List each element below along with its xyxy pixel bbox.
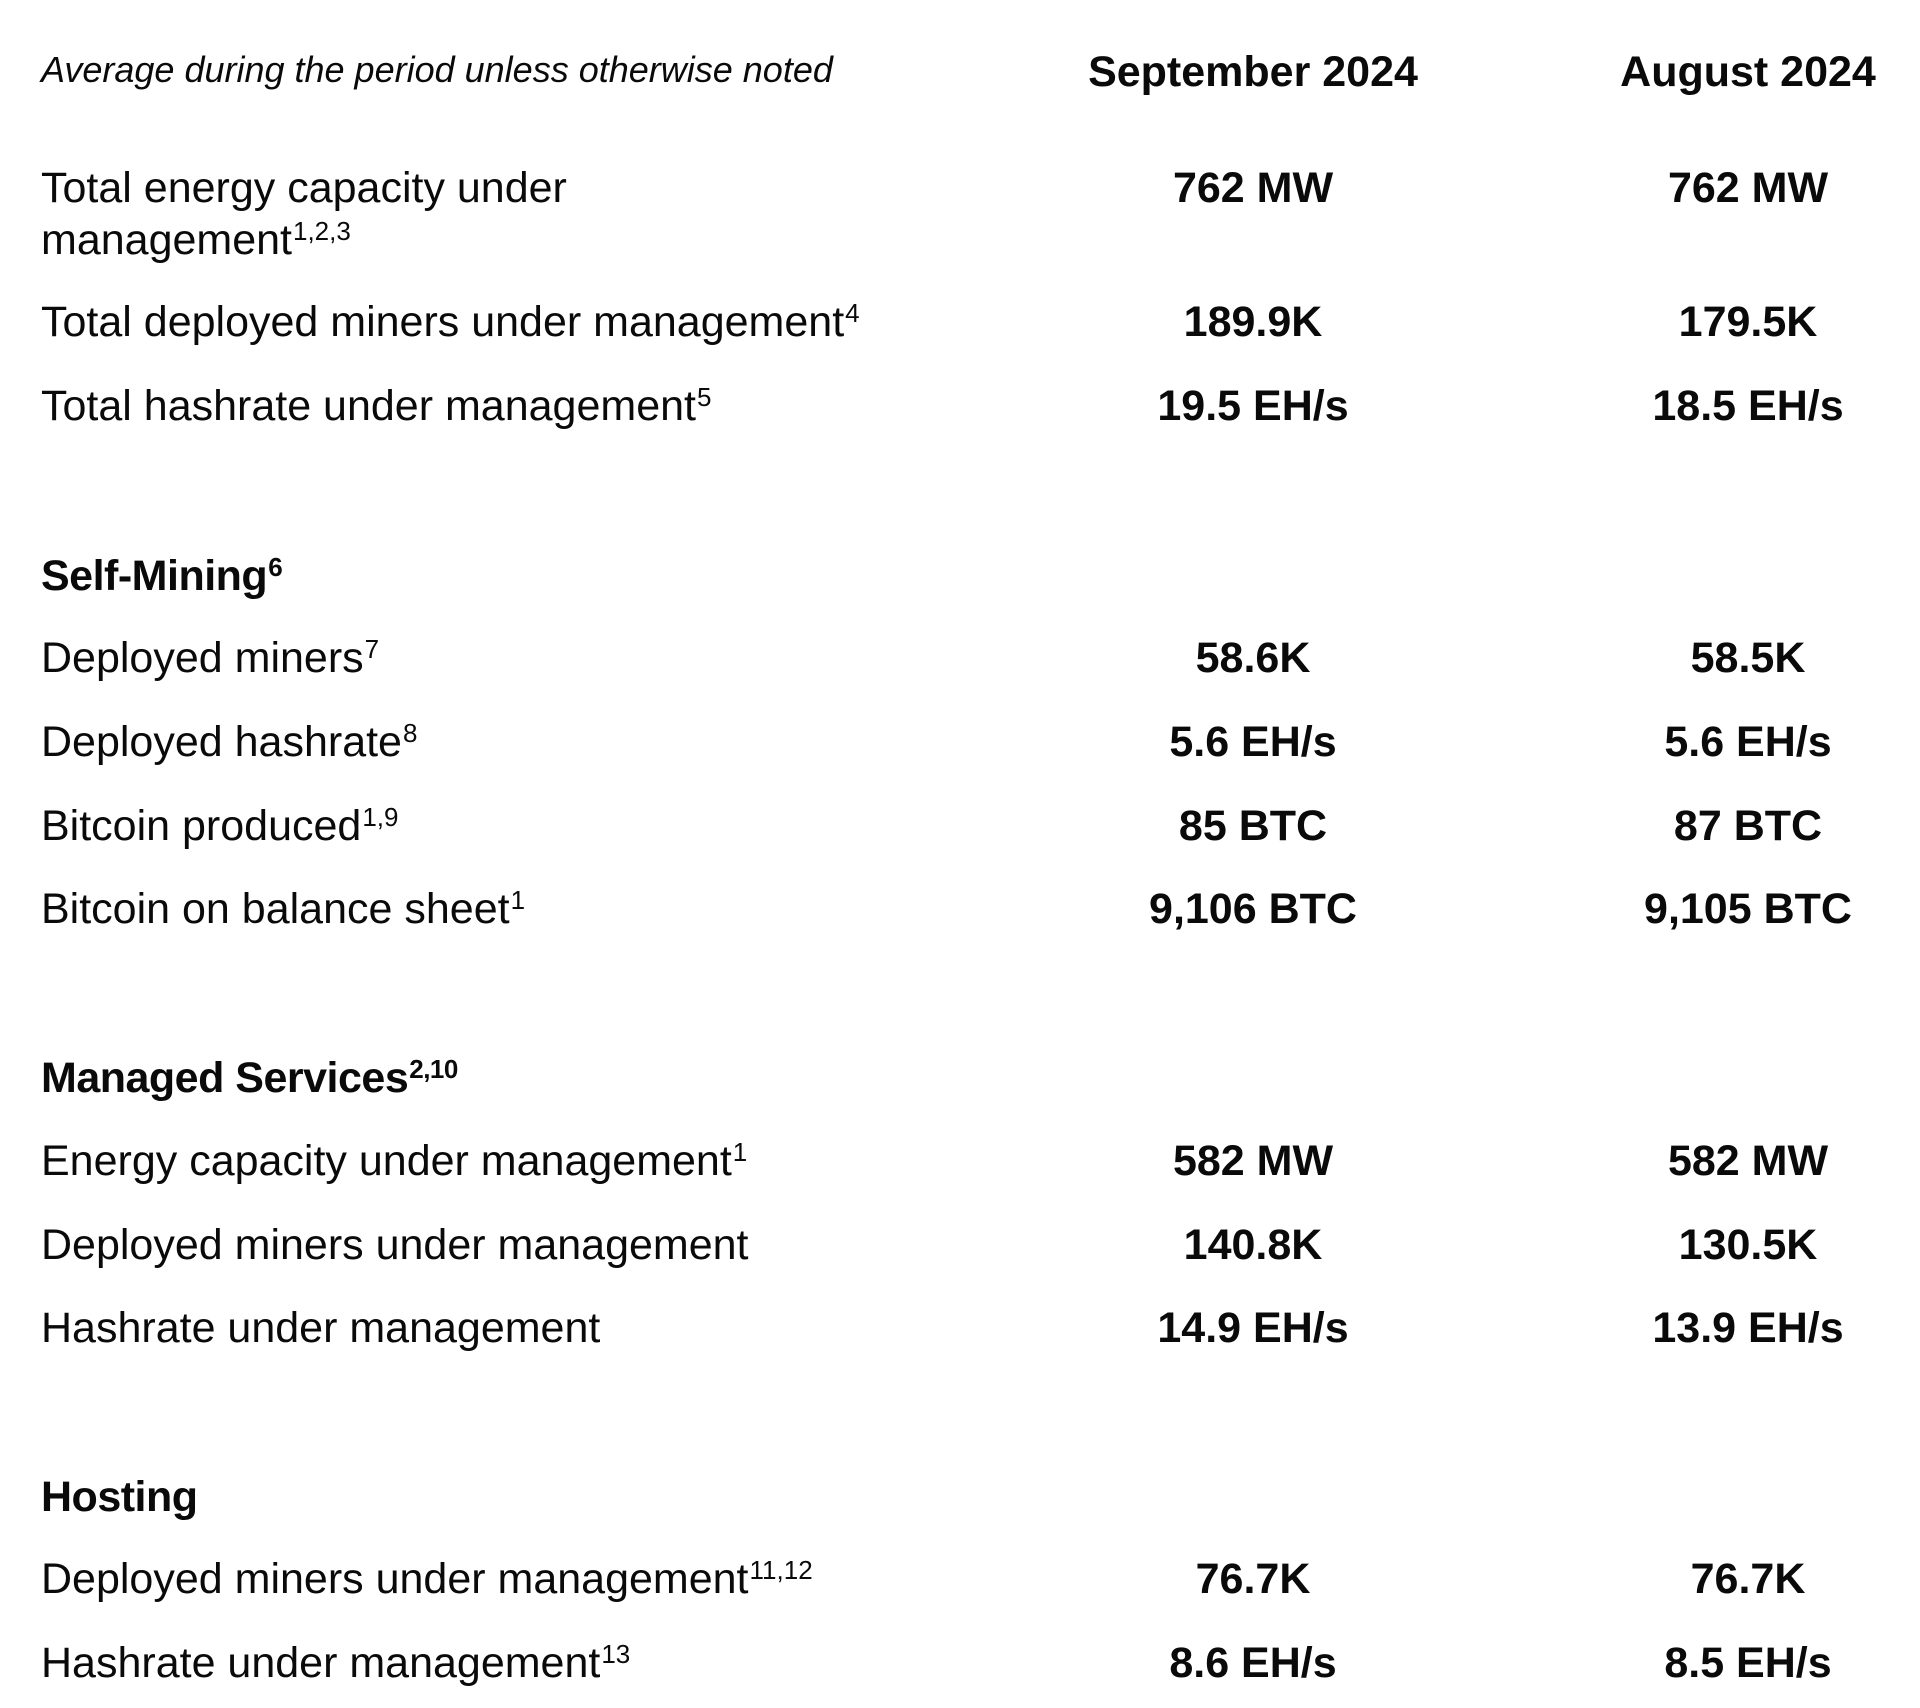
- value-august: 18.5 EH/s: [1652, 382, 1844, 430]
- value-august: 76.7K: [1690, 1555, 1806, 1603]
- section-heading-self-mining: Self-Mining6: [0, 550, 1920, 610]
- value-august: 5.6 EH/s: [1664, 718, 1832, 766]
- row-label: Total energy capacity under management1,…: [41, 164, 567, 264]
- column-header-september: September 2024: [1088, 48, 1418, 96]
- value-september: 58.6K: [1195, 634, 1311, 682]
- value-august: 130.5K: [1678, 1221, 1818, 1269]
- row-label: Bitcoin produced1,9: [41, 802, 399, 850]
- table-row: Deployed miners under management11,12 76…: [0, 1553, 1920, 1613]
- value-september: 76.7K: [1195, 1555, 1311, 1603]
- value-august: 8.5 EH/s: [1664, 1639, 1832, 1687]
- row-label: Hashrate under management: [41, 1304, 601, 1352]
- value-september: 140.8K: [1183, 1221, 1323, 1269]
- section-heading-hosting: Hosting: [0, 1471, 1920, 1531]
- table-row: Hashrate under management 14.9 EH/s 13.9…: [0, 1302, 1920, 1362]
- table-row: Total deployed miners under management4 …: [0, 296, 1920, 356]
- row-label: Deployed hashrate8: [41, 718, 418, 766]
- row-label: Total deployed miners under management4: [41, 298, 860, 346]
- value-september: 9,106 BTC: [1149, 885, 1357, 933]
- table-row: Hashrate under management13 8.6 EH/s 8.5…: [0, 1637, 1920, 1697]
- row-label: Energy capacity under management1: [41, 1137, 748, 1185]
- value-september: 19.5 EH/s: [1157, 382, 1349, 430]
- row-label: Bitcoin on balance sheet1: [41, 885, 526, 933]
- section-heading-managed-services: Managed Services2,10: [0, 1052, 1920, 1112]
- value-september: 85 BTC: [1178, 802, 1328, 850]
- row-label: Deployed miners7: [41, 634, 380, 682]
- table-row: Deployed miners under management 140.8K …: [0, 1219, 1920, 1279]
- value-september: 8.6 EH/s: [1169, 1639, 1337, 1687]
- value-september: 762 MW: [1172, 164, 1334, 212]
- row-label: Total hashrate under management5: [41, 382, 712, 430]
- value-august: 179.5K: [1678, 298, 1818, 346]
- value-august: 582 MW: [1667, 1137, 1829, 1185]
- value-august: 9,105 BTC: [1644, 885, 1852, 933]
- section-title: Managed Services2,10: [41, 1054, 458, 1102]
- column-header-august: August 2024: [1620, 48, 1876, 96]
- section-title: Self-Mining6: [41, 552, 283, 600]
- section-title: Hosting: [41, 1473, 198, 1521]
- row-label: Deployed miners under management: [41, 1221, 749, 1269]
- table-row: Total energy capacity under management1,…: [0, 162, 1920, 272]
- value-august: 762 MW: [1667, 164, 1829, 212]
- table-row: Bitcoin on balance sheet1 9,106 BTC 9,10…: [0, 883, 1920, 943]
- value-august: 58.5K: [1690, 634, 1806, 682]
- value-september: 582 MW: [1172, 1137, 1334, 1185]
- value-august: 13.9 EH/s: [1652, 1304, 1844, 1352]
- value-september: 5.6 EH/s: [1169, 718, 1337, 766]
- header-row: Average during the period unless otherwi…: [0, 46, 1920, 106]
- table-row: Bitcoin produced1,9 85 BTC 87 BTC: [0, 800, 1920, 860]
- row-label: Deployed miners under management11,12: [41, 1555, 813, 1603]
- row-label: Hashrate under management13: [41, 1639, 631, 1687]
- table-caption: Average during the period unless otherwi…: [41, 49, 833, 90]
- value-september: 189.9K: [1183, 298, 1323, 346]
- table-row: Total hashrate under management5 19.5 EH…: [0, 380, 1920, 440]
- value-september: 14.9 EH/s: [1157, 1304, 1349, 1352]
- table-row: Deployed hashrate8 5.6 EH/s 5.6 EH/s: [0, 716, 1920, 776]
- table-row: Deployed miners7 58.6K 58.5K: [0, 632, 1920, 692]
- value-august: 87 BTC: [1673, 802, 1823, 850]
- table-row: Energy capacity under management1 582 MW…: [0, 1135, 1920, 1195]
